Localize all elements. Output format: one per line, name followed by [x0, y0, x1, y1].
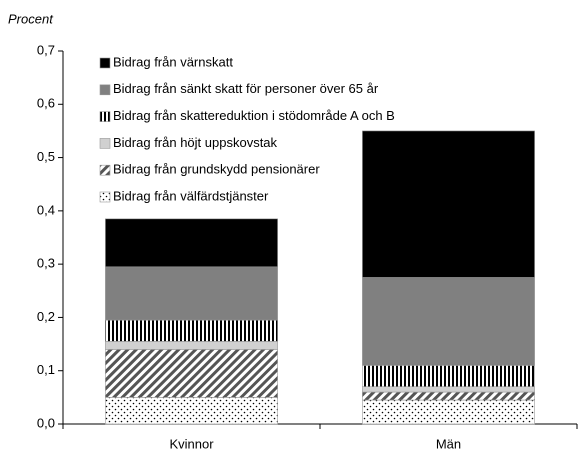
y-tick-label: 0,2: [37, 309, 55, 324]
bar-segment: [105, 218, 278, 268]
y-tick-label: 0,1: [37, 362, 55, 377]
y-tick-label: 0,5: [37, 149, 55, 164]
bar-segment: [105, 341, 278, 350]
bar-segment: [362, 130, 535, 278]
bar-segment: [105, 397, 278, 425]
bar-segment: [105, 319, 278, 342]
legend-label: Bidrag från sänkt skatt för personer öve…: [113, 81, 379, 96]
legend-label: Bidrag från grundskydd pensionärer: [113, 162, 320, 177]
legend-label: Bidrag från välfärdstjänster: [113, 188, 269, 203]
legend-swatch: [99, 138, 111, 149]
legend-label: Bidrag från värnskatt: [113, 54, 233, 69]
legend-swatch: [99, 191, 111, 203]
legend-swatch: [99, 111, 111, 122]
legend-swatch: [99, 57, 111, 69]
bar-segment: [105, 266, 278, 321]
bar-segment: [362, 386, 535, 393]
bar-segment: [362, 277, 535, 366]
y-tick-label: 0,0: [37, 415, 55, 430]
legend-swatch: [99, 164, 111, 176]
x-tick-label: Kvinnor: [169, 436, 214, 451]
bar-segment: [105, 349, 278, 398]
bar-segment: [362, 399, 535, 425]
legend-label: Bidrag från skattereduktion i stödområde…: [113, 108, 395, 123]
y-tick-label: 0,4: [37, 202, 55, 217]
x-tick-label: Män: [436, 436, 461, 451]
y-tick-label: 0,3: [37, 256, 55, 271]
y-axis-label: Procent: [8, 11, 54, 26]
legend-label: Bidrag från höjt uppskovstak: [113, 135, 278, 150]
bar-segment: [362, 365, 535, 387]
y-tick-label: 0,6: [37, 96, 55, 111]
y-tick-label: 0,7: [37, 42, 55, 57]
bar-segment: [362, 391, 535, 401]
legend-swatch: [99, 84, 111, 96]
